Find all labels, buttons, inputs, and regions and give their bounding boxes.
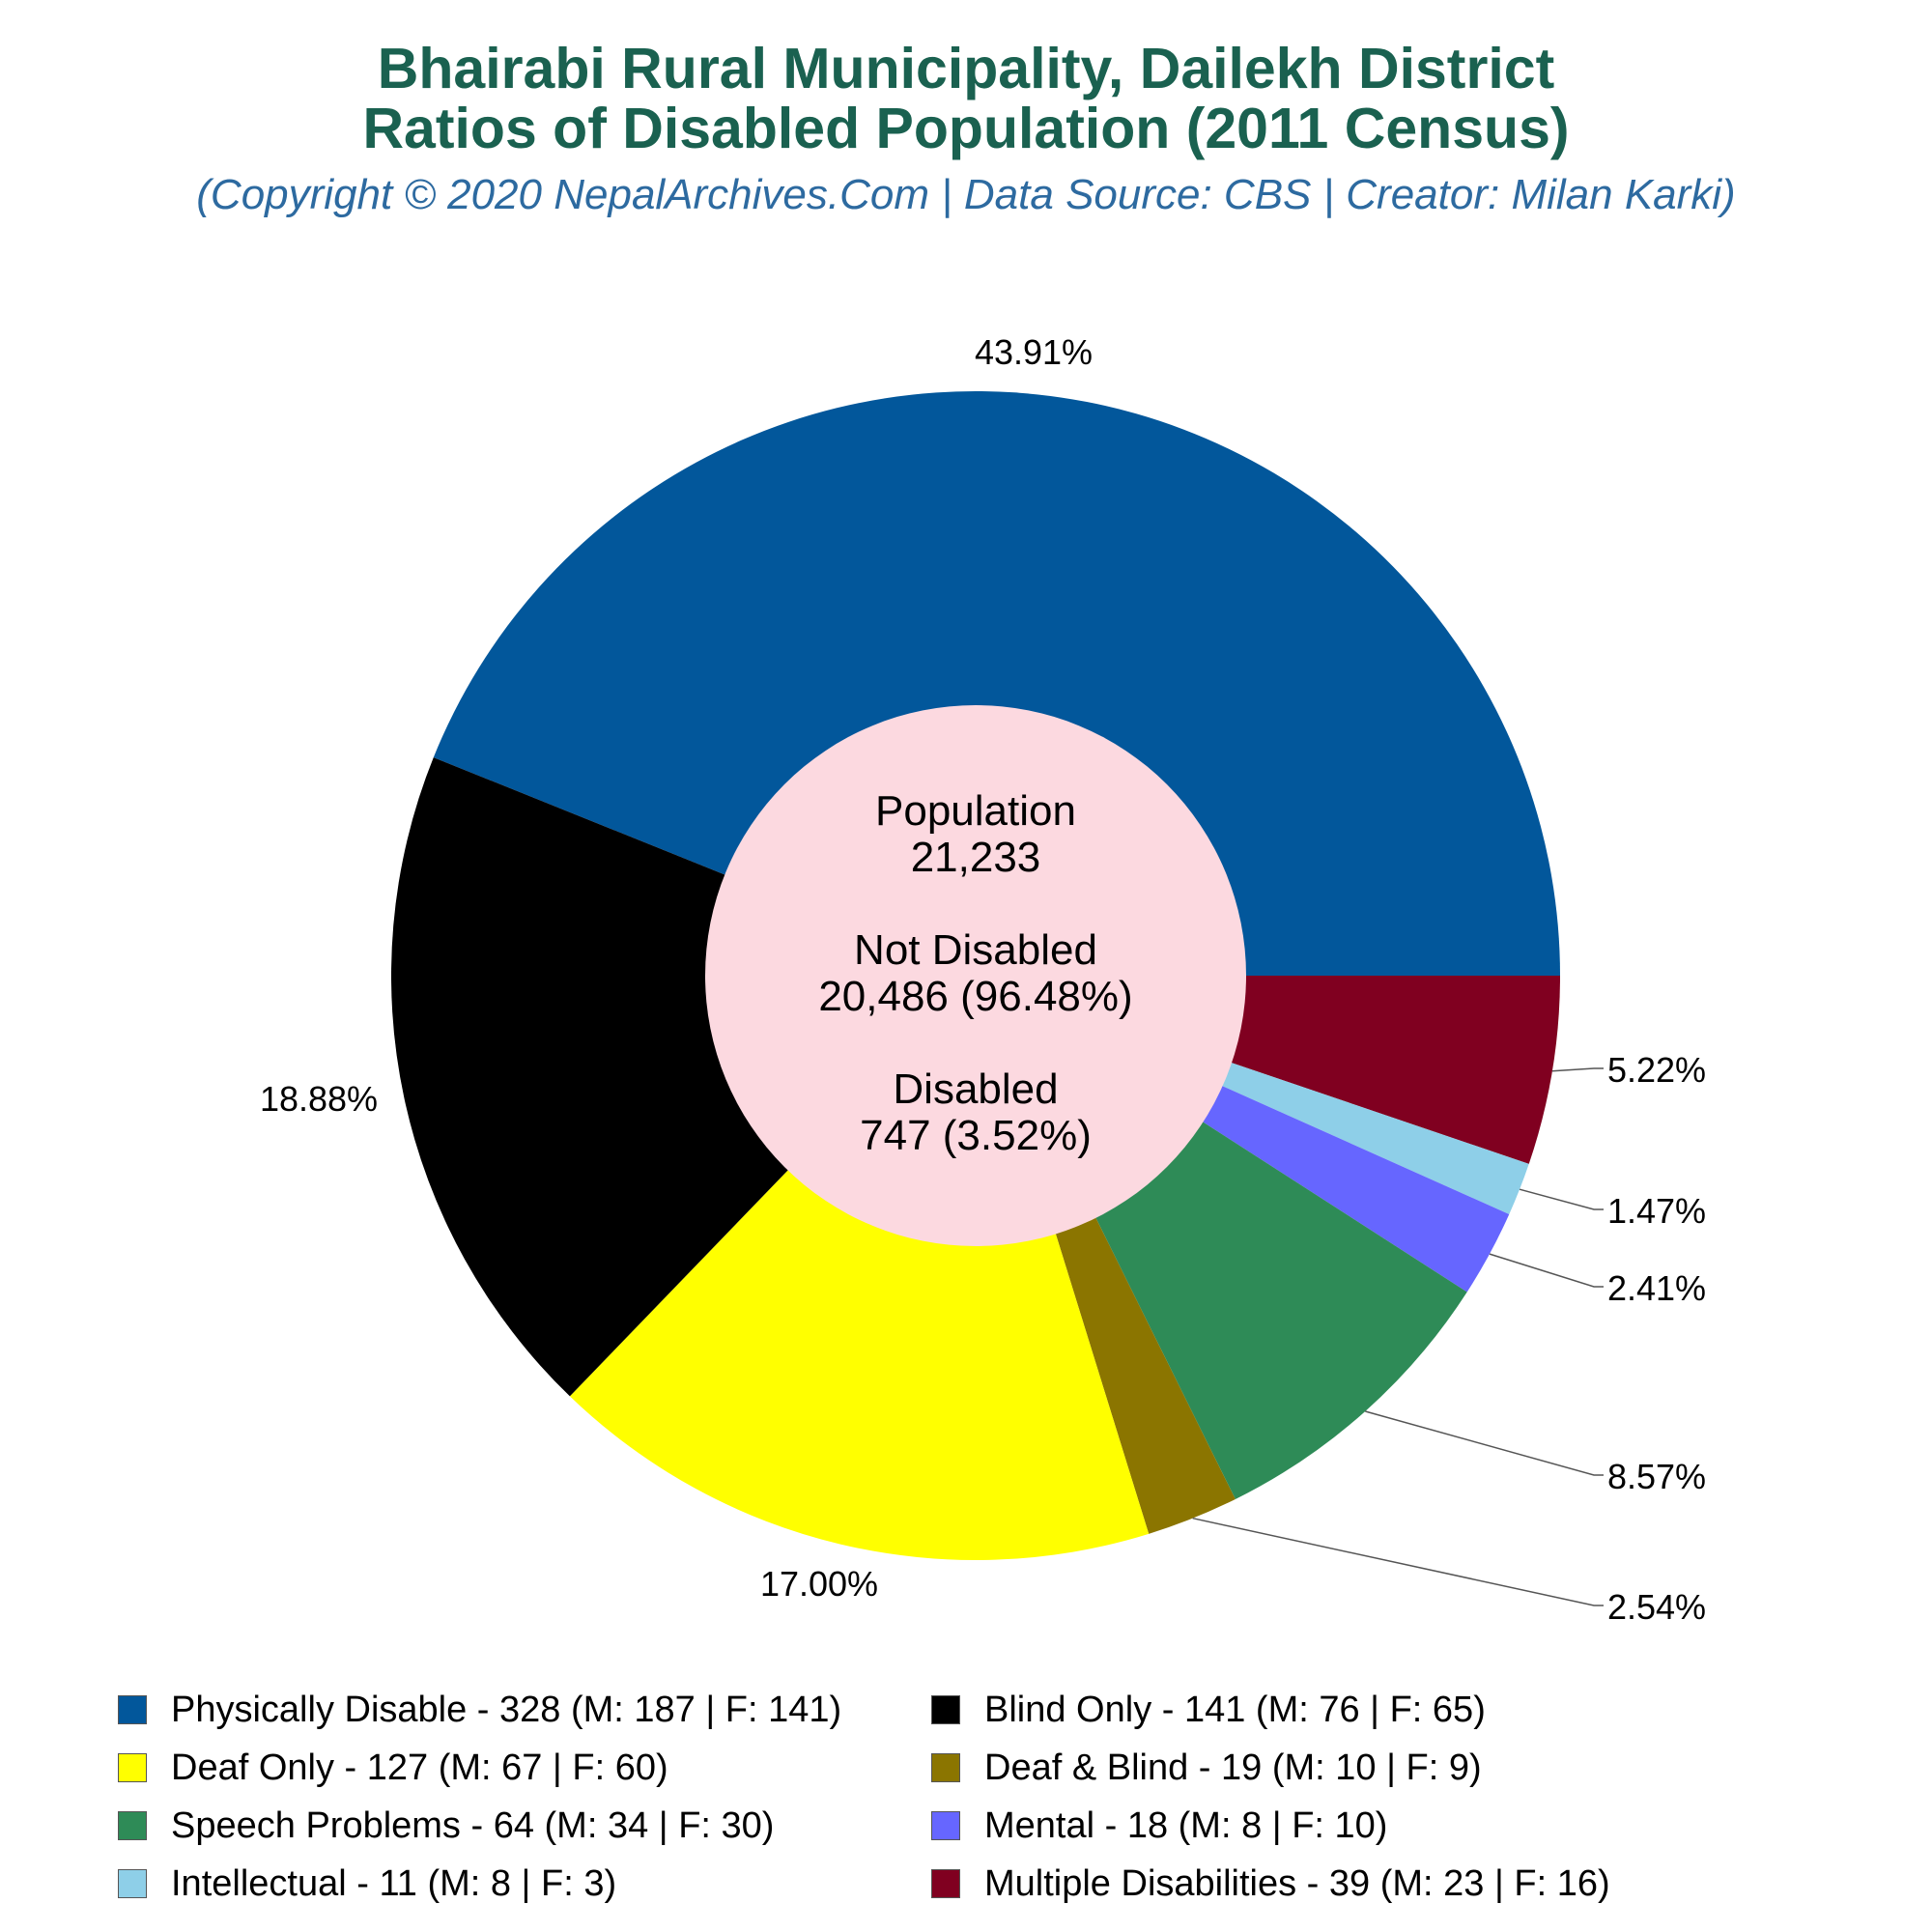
center-disabled-label: Disabled xyxy=(893,1065,1058,1113)
legend-swatch xyxy=(931,1753,960,1782)
center-disabled-value: 747 (3.52%) xyxy=(860,1112,1092,1159)
leader-line xyxy=(1489,1253,1604,1288)
legend-label: Blind Only - 141 (M: 76 | F: 65) xyxy=(984,1689,1486,1730)
percent-label: 1.47% xyxy=(1607,1191,1706,1231)
chart-title-line1: Bhairabi Rural Municipality, Dailekh Dis… xyxy=(377,37,1555,100)
legend-swatch xyxy=(931,1811,960,1840)
center-not-disabled-value: 20,486 (96.48%) xyxy=(818,973,1132,1020)
legend-item: Multiple Disabilities - 39 (M: 23 | F: 1… xyxy=(931,1855,1610,1913)
legend-label: Deaf Only - 127 (M: 67 | F: 60) xyxy=(171,1747,668,1788)
center-population-label: Population xyxy=(875,787,1076,835)
leader-line xyxy=(1519,1188,1604,1210)
legend-item: Deaf Only - 127 (M: 67 | F: 60) xyxy=(118,1739,668,1797)
center-circle xyxy=(705,705,1246,1246)
leader-line xyxy=(1192,1517,1604,1606)
legend-label: Intellectual - 11 (M: 8 | F: 3) xyxy=(171,1862,617,1904)
legend-item: Physically Disable - 328 (M: 187 | F: 14… xyxy=(118,1681,841,1739)
percent-label: 2.41% xyxy=(1607,1268,1706,1308)
pie-slice-physically-disable xyxy=(433,391,1560,976)
percent-label: 17.00% xyxy=(760,1564,878,1604)
chart-title-line2: Ratios of Disabled Population (2011 Cens… xyxy=(362,97,1570,160)
legend-item: Deaf & Blind - 19 (M: 10 | F: 9) xyxy=(931,1739,1482,1797)
legend-swatch xyxy=(931,1695,960,1724)
legend-swatch xyxy=(118,1695,147,1724)
legend-label: Physically Disable - 328 (M: 187 | F: 14… xyxy=(171,1689,842,1730)
legend-item: Mental - 18 (M: 8 | F: 10) xyxy=(931,1797,1387,1855)
leader-line xyxy=(1551,1067,1604,1072)
percent-label: 43.91% xyxy=(975,332,1093,372)
legend-swatch xyxy=(118,1811,147,1840)
center-population-value: 21,233 xyxy=(911,834,1041,881)
legend-item: Intellectual - 11 (M: 8 | F: 3) xyxy=(118,1855,616,1913)
legend-label: Deaf & Blind - 19 (M: 10 | F: 9) xyxy=(984,1747,1482,1788)
center-not-disabled-label: Not Disabled xyxy=(854,926,1097,974)
percent-label: 2.54% xyxy=(1607,1587,1706,1627)
leader-lines xyxy=(1192,1067,1604,1606)
leader-line xyxy=(1365,1410,1604,1476)
legend-swatch xyxy=(931,1869,960,1898)
legend-item: Blind Only - 141 (M: 76 | F: 65) xyxy=(931,1681,1486,1739)
chart-subtitle: (Copyright © 2020 NepalArchives.Com | Da… xyxy=(196,171,1736,218)
legend-swatch xyxy=(118,1869,147,1898)
legend-item: Speech Problems - 64 (M: 34 | F: 30) xyxy=(118,1797,774,1855)
title-block: Bhairabi Rural Municipality, Dailekh Dis… xyxy=(0,39,1932,220)
percent-label: 18.88% xyxy=(260,1079,378,1119)
legend-swatch xyxy=(118,1753,147,1782)
legend-label: Multiple Disabilities - 39 (M: 23 | F: 1… xyxy=(984,1862,1610,1904)
percent-labels: 43.91% 5.22% 1.47% 2.41% 8.57% 2.54% 17.00% 18.… xyxy=(260,332,1706,1627)
percent-label: 5.22% xyxy=(1607,1050,1706,1090)
percent-label: 8.57% xyxy=(1607,1457,1706,1496)
legend-label: Mental - 18 (M: 8 | F: 10) xyxy=(984,1804,1388,1846)
legend-label: Speech Problems - 64 (M: 34 | F: 30) xyxy=(171,1804,775,1846)
